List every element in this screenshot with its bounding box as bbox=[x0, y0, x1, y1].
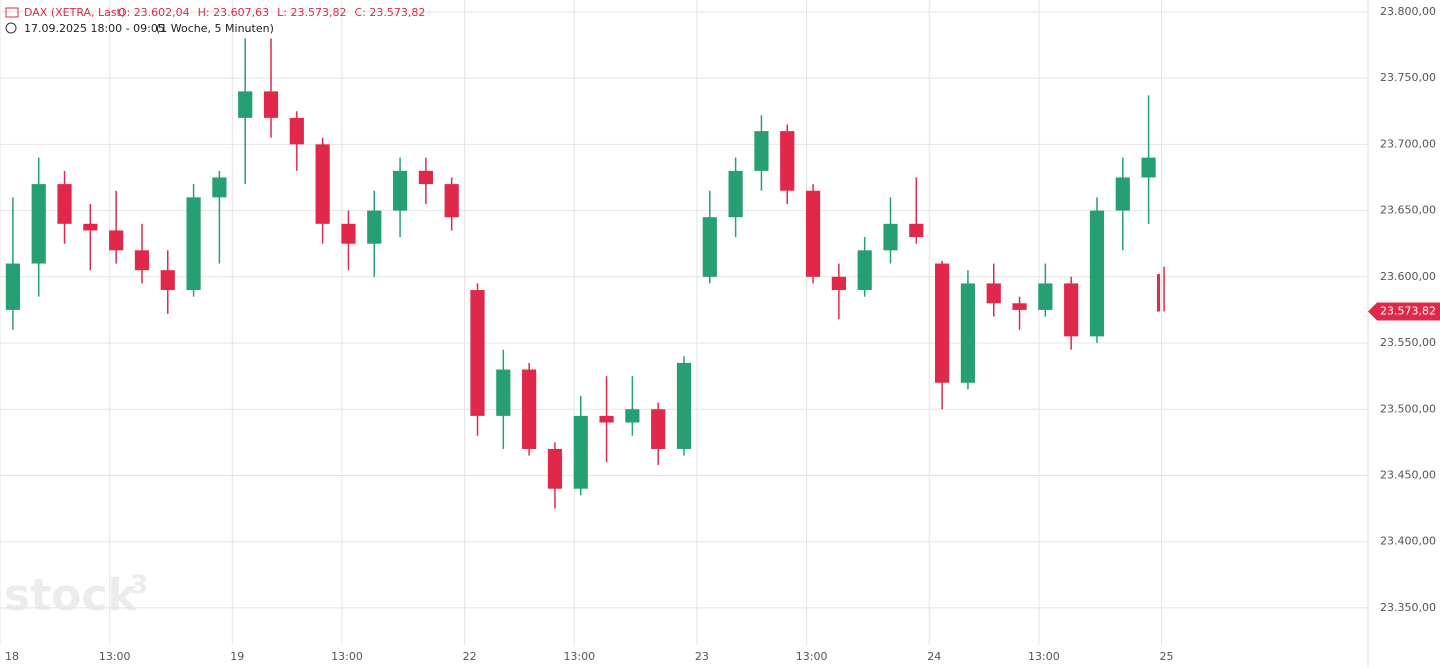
candle-body bbox=[1038, 283, 1053, 310]
x-tick-label: 25 bbox=[1160, 650, 1174, 663]
x-tick-label: 23 bbox=[695, 650, 709, 663]
candle-body bbox=[599, 415, 614, 423]
candle-body bbox=[1141, 157, 1156, 178]
candle-body bbox=[134, 250, 150, 271]
candle-body bbox=[780, 131, 795, 191]
y-tick-label: 23.350,00 bbox=[1380, 601, 1436, 614]
candle-body bbox=[1089, 210, 1105, 337]
candle-body bbox=[83, 223, 98, 231]
candle-body bbox=[1012, 303, 1027, 310]
ohlc-label: C: 23.573,82 bbox=[354, 6, 425, 19]
candle-body bbox=[547, 448, 563, 489]
candle-body bbox=[212, 177, 227, 198]
candle-body bbox=[315, 144, 330, 224]
candle-body bbox=[289, 117, 304, 145]
candle-body bbox=[625, 409, 640, 423]
candle-body bbox=[160, 270, 175, 291]
clock-icon bbox=[5, 22, 17, 34]
candle-body bbox=[831, 276, 846, 291]
candle-body bbox=[522, 369, 537, 449]
candle-body bbox=[186, 197, 201, 291]
y-tick-label: 23.600,00 bbox=[1380, 270, 1436, 283]
watermark-sup: 3 bbox=[130, 571, 148, 601]
x-tick-label: 13:00 bbox=[563, 650, 595, 663]
candle-body bbox=[676, 362, 692, 449]
candle-body bbox=[909, 223, 924, 238]
ohlc-label: H: 23.607,63 bbox=[198, 6, 269, 19]
last-price-tag bbox=[1368, 302, 1440, 321]
x-tick-label: 13:00 bbox=[796, 650, 828, 663]
y-tick-label: 23.550,00 bbox=[1380, 336, 1436, 349]
candle-body bbox=[1115, 177, 1130, 211]
candle-body bbox=[470, 290, 485, 416]
candle-body bbox=[109, 230, 124, 251]
candle-body bbox=[57, 184, 72, 224]
candle-body bbox=[367, 210, 382, 244]
candle-body bbox=[960, 283, 976, 383]
candle-body bbox=[341, 223, 356, 244]
interval: (1 Woche, 5 Minuten) bbox=[156, 22, 274, 35]
candle-body bbox=[702, 217, 717, 277]
x-tick-label: 19 bbox=[230, 650, 244, 663]
y-tick-label: 23.500,00 bbox=[1380, 402, 1436, 415]
candle-body bbox=[31, 184, 46, 264]
candle-body bbox=[238, 91, 253, 118]
candle-body bbox=[805, 190, 821, 277]
x-tick-label: 13:00 bbox=[331, 650, 363, 663]
instrument: DAX (XETRA, Last) bbox=[24, 6, 125, 19]
candle-body bbox=[728, 170, 743, 218]
y-tick-label: 23.750,00 bbox=[1380, 71, 1436, 84]
x-tick-label: 13:00 bbox=[1028, 650, 1060, 663]
candle-body bbox=[1064, 283, 1079, 337]
candle-body bbox=[5, 263, 21, 310]
header: DAX (XETRA, Last) 17.09.2025 18:00 - 09:… bbox=[5, 6, 274, 35]
period: 17.09.2025 18:00 - 09:05 bbox=[24, 22, 165, 35]
watermark: stock bbox=[4, 570, 139, 621]
candle-body bbox=[496, 369, 511, 416]
y-tick-label: 23.450,00 bbox=[1380, 468, 1436, 481]
y-tick-label: 23.700,00 bbox=[1380, 137, 1436, 150]
candle-body bbox=[857, 250, 872, 291]
y-tick-label: 23.650,00 bbox=[1380, 204, 1436, 217]
ohlc-label: O: 23.602,04 bbox=[118, 6, 190, 19]
y-tick-label: 23.800,00 bbox=[1380, 5, 1436, 18]
candle-body bbox=[1156, 274, 1160, 312]
candle-body bbox=[418, 170, 433, 185]
candle-body bbox=[573, 415, 588, 489]
ohlc-label: L: 23.573,82 bbox=[277, 6, 346, 19]
last-price-label: 23.573,82 bbox=[1380, 304, 1436, 317]
candle-body bbox=[883, 223, 898, 251]
y-tick-label: 23.400,00 bbox=[1380, 535, 1436, 548]
x-tick-label: 18 bbox=[5, 650, 19, 663]
icon bbox=[5, 7, 19, 18]
candle-body bbox=[935, 263, 950, 383]
x-tick-label: 22 bbox=[463, 650, 477, 663]
candle-body bbox=[754, 131, 769, 171]
candle-body bbox=[444, 184, 459, 218]
candle-body bbox=[392, 170, 408, 211]
x-tick-label: 13:00 bbox=[99, 650, 131, 663]
candle-body bbox=[986, 283, 1001, 304]
x-tick-label: 24 bbox=[927, 650, 941, 663]
candle-body bbox=[651, 409, 666, 449]
candle-body bbox=[263, 91, 279, 118]
